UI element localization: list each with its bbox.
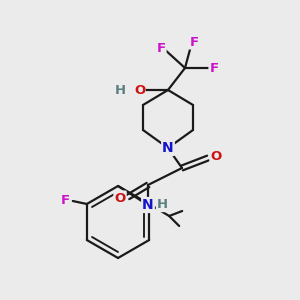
Text: H: H xyxy=(115,83,126,97)
Text: O: O xyxy=(210,151,222,164)
Text: F: F xyxy=(156,41,166,55)
Text: N: N xyxy=(142,198,154,212)
Text: O: O xyxy=(114,191,126,205)
Text: N: N xyxy=(162,141,174,155)
Text: H: H xyxy=(156,199,168,212)
Text: O: O xyxy=(134,83,145,97)
Text: F: F xyxy=(60,194,69,206)
Text: F: F xyxy=(189,35,199,49)
Text: F: F xyxy=(209,61,219,74)
